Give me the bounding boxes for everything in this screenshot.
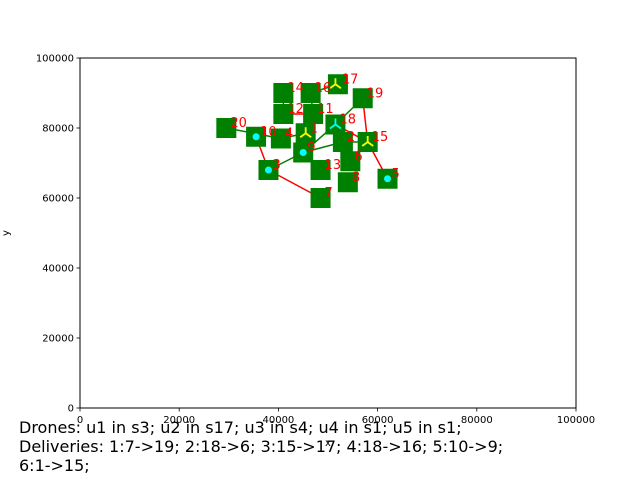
station-label: 18 [339, 113, 356, 128]
y-tick-label: 40000 [42, 264, 74, 275]
drone-marker [252, 133, 260, 141]
station-label: 8 [352, 170, 360, 185]
station-label: 13 [325, 158, 342, 173]
x-tick-label: 0 [77, 415, 83, 426]
y-tick-label: 20000 [42, 334, 74, 345]
y-axis-label: y [1, 230, 12, 236]
station-marker [216, 118, 237, 138]
drone-marker [361, 136, 374, 147]
station-marker [300, 83, 321, 103]
drone-marker [384, 175, 392, 183]
station-label: 11 [317, 102, 334, 117]
station-label: 12 [287, 102, 304, 117]
station-label: 3 [272, 158, 280, 173]
station-marker [273, 104, 294, 124]
station-label: 1 [310, 121, 318, 136]
station-label: 14 [287, 81, 304, 96]
station-marker [310, 188, 331, 208]
x-axis: 0 20000 40000 60000 80000 100000 [77, 408, 595, 426]
station-marker [327, 74, 348, 95]
y-tick-label: 100000 [36, 54, 74, 65]
y-tick-label: 80000 [42, 124, 74, 135]
caption-drones: Drones: u1 in s3; u2 in s17; u3 in s4; u… [19, 418, 462, 437]
drone-marker [329, 118, 342, 130]
y-axis: 0 20000 40000 60000 80000 100000 [36, 54, 80, 415]
station-label: 16 [315, 81, 332, 96]
station-label: 10 [260, 125, 277, 140]
plot-frame [79, 57, 577, 409]
station-marker [337, 172, 358, 193]
x-tick-label: 80000 [461, 415, 493, 426]
caption: Drones: u1 in s3; u2 in s17; u3 in s4; u… [19, 418, 503, 475]
station-marker [340, 151, 361, 172]
x-tick-label: 100000 [557, 415, 595, 426]
caption-deliveries: Deliveries: 1:7->19; 2:18->6; 3:15->17; … [19, 437, 504, 456]
drone-marker [299, 127, 312, 138]
station-marker [352, 88, 373, 109]
station-label: 15 [372, 130, 389, 145]
drone-marker [329, 78, 342, 89]
y-tick-label: 0 [68, 404, 74, 415]
station-label: 6 [354, 149, 362, 164]
drones [252, 78, 392, 183]
station-label: 20 [230, 116, 247, 131]
y-tick-label: 60000 [42, 194, 74, 205]
station-marker [332, 132, 353, 152]
station-label: 19 [367, 86, 384, 101]
station-marker [303, 104, 324, 124]
caption-deliveries-cont: 6:1->15; [19, 456, 90, 475]
station-label: 17 [342, 72, 359, 87]
station-label: 2 [347, 130, 355, 145]
x-axis-label: x [325, 438, 331, 449]
station-marker [310, 160, 331, 180]
x-tick-label: 40000 [262, 415, 294, 426]
drone-marker [264, 166, 272, 174]
x-tick-label: 20000 [163, 415, 195, 426]
drone-marker [299, 149, 307, 156]
station-label: 5 [392, 167, 400, 182]
station-label: 7 [325, 186, 333, 201]
station-marker [273, 83, 294, 103]
station-marker [270, 128, 291, 149]
station-label: 9 [307, 141, 315, 156]
x-tick-label: 60000 [362, 415, 394, 426]
station-label: 4 [285, 127, 293, 142]
